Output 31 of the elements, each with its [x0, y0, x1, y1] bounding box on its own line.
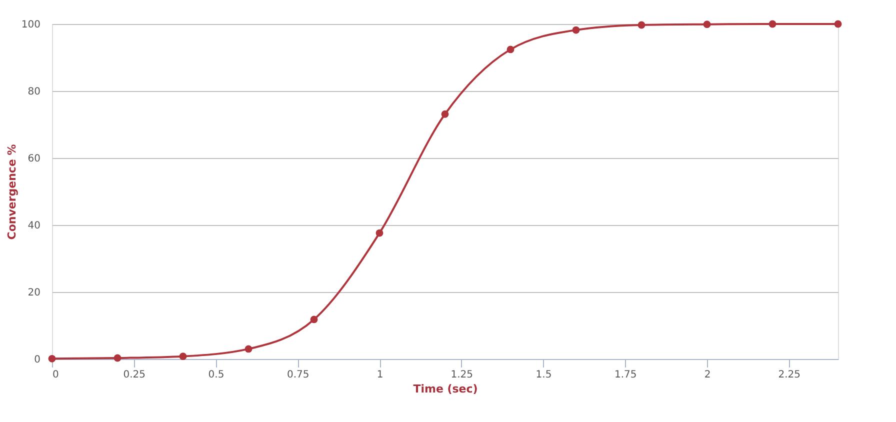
point — [48, 354, 56, 362]
y-tick-label: 40 — [28, 220, 40, 232]
x-tick-label: 2 — [704, 370, 711, 380]
x-tick-label: 2.25 — [778, 370, 801, 380]
y-axis-title: Convergence % — [5, 144, 18, 240]
y-tick-label: 100 — [21, 20, 40, 30]
point — [179, 352, 187, 360]
point — [114, 354, 122, 362]
x-tick-label: 0.25 — [123, 370, 146, 380]
x-tick-label: 1.5 — [536, 370, 552, 380]
x-tick-label: 1 — [376, 370, 384, 380]
point — [310, 316, 318, 324]
point — [703, 20, 711, 28]
point — [506, 46, 514, 54]
x-axis-title: Time (sec) — [413, 382, 478, 396]
point — [768, 20, 776, 28]
point — [572, 26, 580, 34]
x-tick-label: 1.75 — [614, 370, 637, 380]
point — [244, 345, 252, 353]
x-tick-label: 0.5 — [208, 370, 224, 380]
point — [441, 110, 449, 118]
point — [638, 21, 646, 29]
x-tick-label: 0.75 — [286, 370, 310, 380]
point — [834, 20, 842, 28]
x-tick-label: 1.25 — [450, 370, 474, 380]
y-tick-label: 20 — [28, 288, 40, 298]
x-tick-label: 0 — [52, 370, 59, 380]
y-tick-label: 0 — [34, 354, 40, 366]
y-tick-label: 80 — [28, 86, 40, 98]
y-tick-label: 60 — [28, 154, 40, 164]
point — [376, 229, 384, 237]
